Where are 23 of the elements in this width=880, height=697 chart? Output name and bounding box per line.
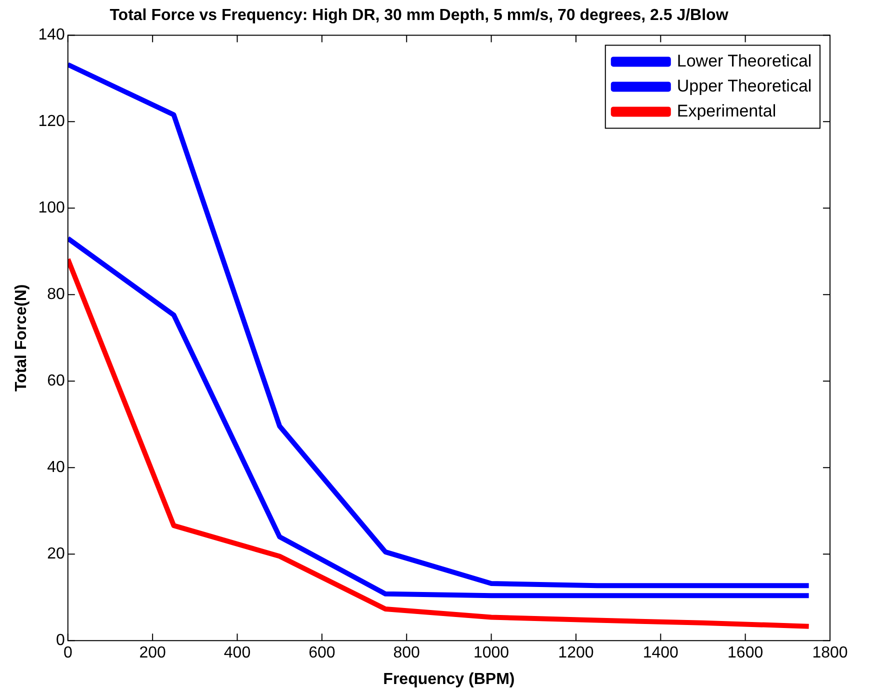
y-tick-label: 100: [38, 200, 65, 217]
y-axis-title: Total Force(N): [13, 284, 30, 392]
x-tick-label: 1000: [473, 644, 510, 662]
y-tick-label: 80: [47, 286, 65, 304]
x-tick-label: 1600: [728, 644, 764, 662]
y-tick-label: 120: [38, 113, 65, 130]
y-tick-label: 20: [47, 546, 65, 563]
y-tick-label: 40: [47, 459, 65, 476]
x-tick-label: 400: [224, 644, 251, 662]
y-tick-label: 140: [38, 26, 65, 44]
x-axis-title: Frequency (BPM): [383, 670, 515, 688]
y-tick-label: 0: [56, 632, 65, 650]
x-tick-label: 600: [308, 644, 336, 662]
legend-label: Experimental: [676, 101, 776, 120]
x-tick-label: 1400: [642, 644, 679, 662]
x-tick-label: 1800: [812, 644, 848, 662]
legend-label: Lower Theoretical: [676, 51, 812, 70]
x-tick-label: 1200: [558, 644, 594, 662]
x-tick-label: 200: [139, 644, 166, 662]
y-tick-label: 60: [47, 372, 65, 390]
legend-label: Upper Theoretical: [676, 76, 812, 96]
chart-title: Total Force vs Frequency: High DR, 30 mm Depth, 5 mm/s, 70 degrees, 2.5 J/Blow: [110, 7, 729, 24]
x-tick-label: 800: [393, 644, 420, 662]
